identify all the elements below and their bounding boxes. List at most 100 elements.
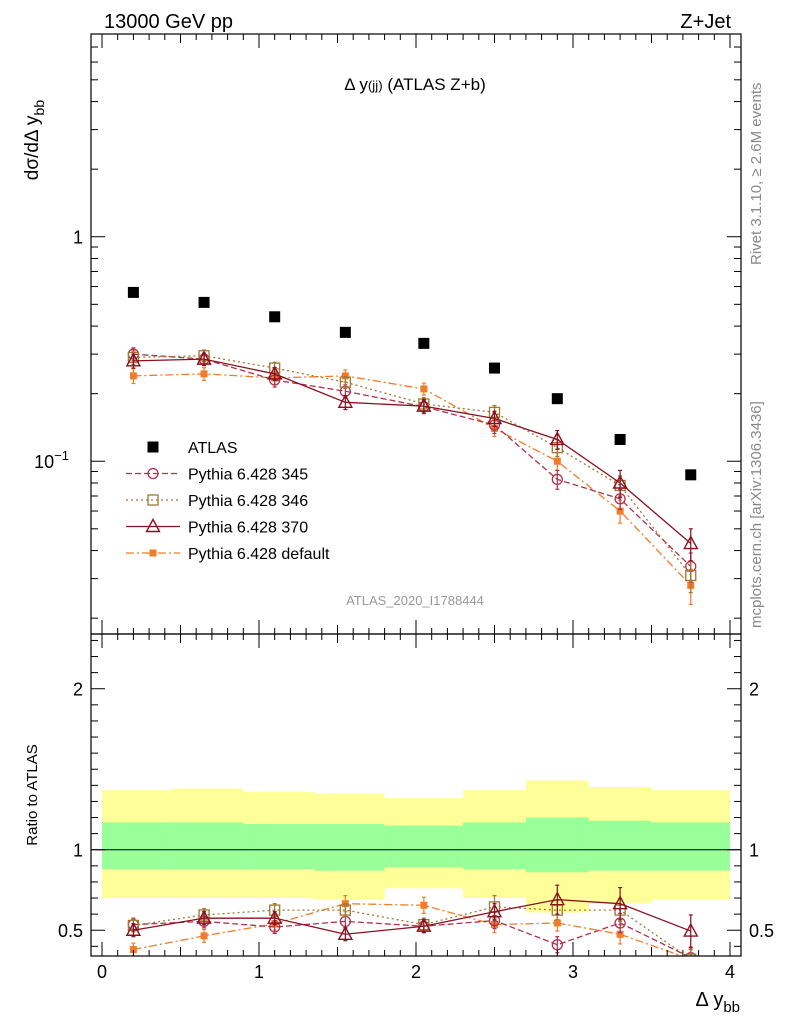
legend-entry-ATLAS: ATLAS [147,440,238,457]
ratio-uncertainty-bands [101,780,731,913]
x-tick-label: 4 [725,962,735,982]
series-line-p345 [133,353,692,567]
point-ATLAS [551,393,563,405]
point-p370 [337,393,354,409]
legend-marker-pdef [149,549,157,557]
ratio-y-tick-labels: 0.5 0.5 1 1 2 2 [58,680,774,942]
ratio-y-tick-label: 2 [73,680,83,700]
main-y-axis-label: dσ/dΔ ybb [22,100,48,180]
mcplots-label: mcplots.cern.ch [arXiv:1306.3436] [748,401,765,628]
ratio-series-pdef [129,895,695,956]
legend-entry-p346: Pythia 6.428 346 [126,493,308,510]
ratio-point-p346 [339,904,351,916]
x-tick-label: 0 [97,962,107,982]
main-plot: Δ y(jj) (ATLAS Z+b) dσ/dΔ ybb ATLAS_2020… [22,33,742,635]
legend-entry-p345: Pythia 6.428 345 [126,467,308,484]
ratio-series-p345 [127,911,697,956]
ratio-point-pdef [200,932,208,940]
main-series [125,286,699,606]
ratio-y-tick-label: 0.5 [58,921,83,941]
point-ATLAS [685,469,697,481]
point-p345 [551,473,563,486]
series-pdef [129,367,695,606]
ratio-band-inner [588,820,652,871]
ratio-point-pdef [420,901,428,909]
ratio-point-p370 [267,909,283,924]
rivet-label: Rivet 3.1.10, ≥ 2.6M events [748,83,765,266]
point-ATLAS [418,337,430,349]
main-plot-frame [90,33,742,635]
legend-marker-p345 [147,467,159,480]
ratio-point-pdef [553,919,561,927]
ratio-line-p346 [133,906,688,956]
point-p346 [339,376,351,388]
point-p370 [416,397,432,412]
point-pdef [420,385,428,393]
ratio-point-pdef [616,930,624,938]
point-ATLAS [339,326,351,338]
ratio-band-inner [172,822,244,870]
point-pdef [200,370,208,378]
analysis-tag: ATLAS_2020_I1788444 [346,593,484,608]
x-tick-label: 1 [254,962,264,982]
ratio-point-p370 [337,925,354,940]
series-p370 [125,350,699,562]
main-title: Δ y(jj) (ATLAS Z+b) [344,75,486,94]
point-p370 [683,535,699,550]
ratio-series-p370 [125,884,699,948]
x-tick-label: 2 [411,962,421,982]
point-ATLAS [198,296,210,308]
point-p346 [685,569,697,582]
ratio-y-tick-label-right: 0.5 [749,921,774,941]
ratio-axis-ticks [91,634,741,956]
header-right: Z+Jet [680,11,731,33]
ratio-point-p370 [196,909,212,924]
point-p370 [267,365,283,380]
main-axis-ticks [91,33,741,634]
ratio-point-p370 [549,891,565,906]
ratio-line-pdef [133,903,684,956]
ratio-line-p345 [133,919,689,956]
ratio-point-p346 [685,953,697,956]
main-y-tick-label: 1 [73,228,83,248]
ratio-band-inner [525,817,589,873]
point-pdef [129,372,137,380]
ratio-point-pdef [129,946,137,954]
ratio-band-inner [384,825,464,868]
point-ATLAS [489,362,501,374]
legend-label: Pythia 6.428 default [188,546,330,563]
main-y-tick-label: 10−1 [34,448,69,472]
x-axis-label: Δ ybb [696,989,741,1016]
ratio-plot: 0.5 0.5 1 1 2 2 0 1 2 3 4 Ratio to ATLAS Δ ybb [24,633,774,1016]
point-p370 [612,474,628,489]
legend: ATLAS Pythia 6.428 345 Pythia 6.428 346 Pyt… [126,440,330,563]
ratio-y-tick-label-right: 2 [749,680,759,700]
legend-label: Pythia 6.428 346 [188,493,308,510]
ratio-point-p370 [612,895,628,910]
ratio-point-pdef [687,955,695,956]
ratio-point-p345 [551,939,563,951]
x-tick-label: 3 [568,962,578,982]
point-ATLAS [269,311,281,323]
ratio-series [125,884,699,956]
ratio-band-inner [651,822,731,871]
x-tick-labels: 0 1 2 3 4 [97,962,735,982]
ratio-y-axis-label: Ratio to ATLAS [24,744,41,845]
legend-label: Pythia 6.428 370 [188,520,308,537]
series-ATLAS [127,286,697,481]
point-ATLAS [614,433,626,445]
ratio-point-p370 [125,921,142,936]
main-y-tick-labels: 1 10−1 [34,228,83,472]
point-p370 [125,352,142,367]
legend-label: ATLAS [188,440,238,457]
ratio-band-inner [101,822,173,870]
point-p370 [549,431,565,446]
legend-entry-p370: Pythia 6.428 370 [126,518,308,537]
point-pdef [616,507,624,515]
point-p370 [196,350,212,365]
ratio-point-p370 [683,922,699,937]
ratio-band-inner [243,823,314,870]
ratio-point-p370 [416,917,432,932]
legend-marker-ATLAS [147,441,159,453]
